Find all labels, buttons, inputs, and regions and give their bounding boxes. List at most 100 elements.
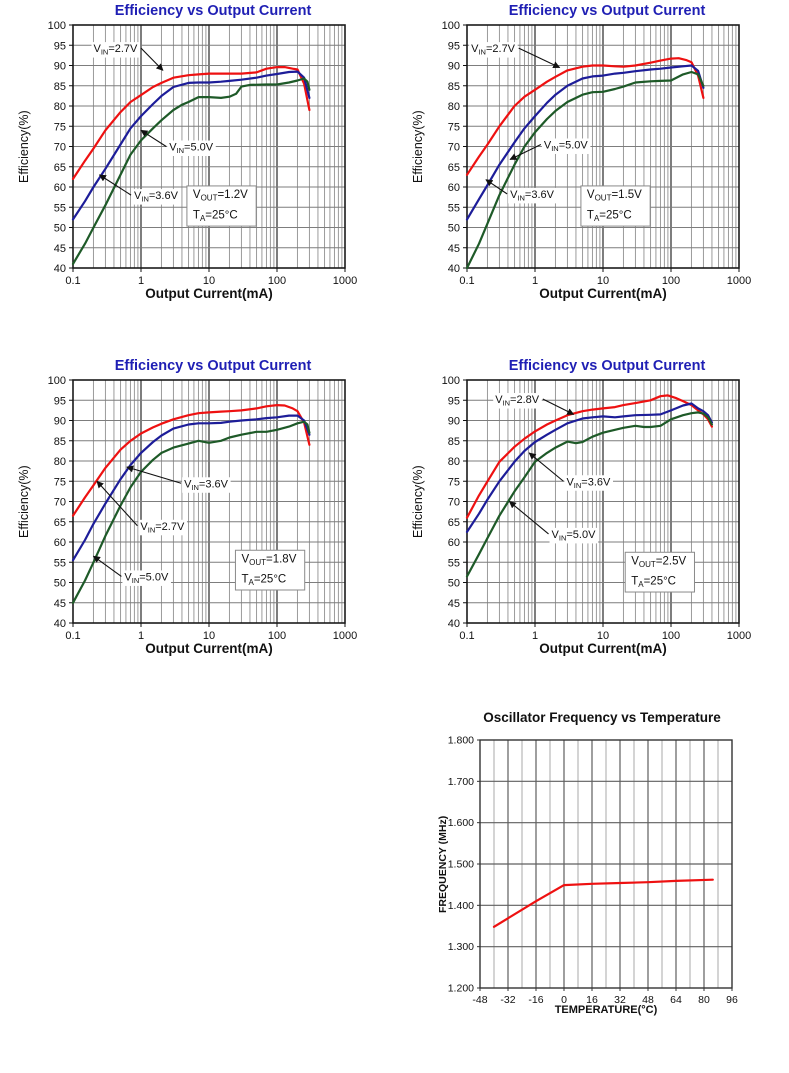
annotation-bg (234, 549, 306, 591)
efficiency-chart-vout-1v5: 40 45 50 55 60 65 70 75 80 85 90 95 100 0.1 1 10 100 1000… (402, 2, 789, 337)
x-tick-label: 48 (642, 994, 654, 1006)
curve-vin-3-6v (71, 414, 311, 562)
y-tick-label: 50 (448, 223, 460, 235)
y-tick-label: 100 (442, 375, 460, 387)
axis-ticks: 1.200 1.300 1.400 1.500 1.600 1.700 1.800 -48 -3… (448, 735, 738, 1007)
chart-canvas: 1.200 1.300 1.400 1.500 1.600 1.700 1.800 -48 -3… (448, 735, 738, 1007)
callouts: VIN=2.7V VIN=5.0V VIN=3.6V (91, 42, 216, 205)
curves (71, 65, 311, 265)
callout-leader (485, 179, 508, 195)
y-tick-label: 90 (54, 61, 66, 73)
y-tick-label: 75 (54, 476, 66, 488)
annotation-box: VOUT=1.2V TA=25°C (186, 185, 257, 227)
y-tick-label: 60 (448, 182, 460, 194)
y-tick-label: 100 (48, 20, 66, 32)
callout-text: VIN=3.6V (184, 478, 229, 492)
callout-text: VIN=5.0V (124, 571, 169, 585)
y-tick-label: 80 (54, 101, 66, 113)
callout-leader (96, 480, 138, 527)
y-tick-label: 1.800 (448, 735, 474, 747)
callout-text: VIN=5.0V (169, 142, 214, 156)
gridlines (467, 25, 739, 268)
curve-frequency (492, 878, 714, 928)
x-tick-label: 100 (662, 275, 680, 287)
y-tick-label: 90 (448, 416, 460, 428)
annotation-bg (580, 185, 651, 227)
y-axis-label: Efficiency(%) (411, 110, 425, 183)
y-tick-label: 40 (448, 618, 460, 630)
x-tick-label: 100 (268, 275, 286, 287)
y-tick-label: 100 (48, 375, 66, 387)
y-axis-label: Efficiency(%) (17, 465, 31, 538)
axis-ticks: 40 45 50 55 60 65 70 75 80 85 90 95 100 0.1 1 10 100 1000 (442, 20, 752, 287)
y-tick-label: 80 (54, 456, 66, 468)
callout-text: VIN=2.7V (471, 43, 516, 57)
callout-leader (542, 398, 575, 415)
x-tick-label: 1 (138, 275, 144, 287)
axis-ticks: 40 45 50 55 60 65 70 75 80 85 90 95 100 0.1 1 10 100 1000 (48, 20, 358, 287)
label-bg (132, 189, 181, 205)
x-tick-label: 1 (138, 630, 144, 642)
curve-vin-3-6v (71, 70, 311, 221)
x-tick-label: 10 (597, 630, 609, 642)
curve-vin-5-0v (465, 70, 705, 270)
callout-leader (140, 47, 164, 71)
y-tick-label: 60 (54, 182, 66, 194)
y-tick-label: 55 (54, 202, 66, 214)
y-tick-label: 65 (54, 162, 66, 174)
annotation-box: VOUT=2.5V TA=25°C (624, 551, 695, 593)
label-bg (167, 140, 216, 156)
oscillator-frequency-chart: 1.200 1.300 1.400 1.500 1.600 1.700 1.800 -48 -3… (402, 706, 789, 1041)
x-tick-label: 80 (698, 994, 710, 1006)
chart-title: Efficiency vs Output Current (114, 3, 312, 19)
y-tick-label: 50 (448, 578, 460, 590)
curve-vin-5-0v (71, 77, 311, 265)
callout-text: VIN=2.7V (140, 521, 185, 535)
x-tick-label: 10 (203, 275, 215, 287)
annotation-line-2: TA=25°C (241, 574, 286, 588)
y-tick-label: 1.500 (448, 859, 474, 871)
curve-vin-2-7v (465, 57, 705, 176)
annotation-line-1: VOUT=1.5V (587, 189, 642, 203)
x-axis-label: Output Current(mA) (145, 286, 273, 301)
y-tick-label: 100 (442, 20, 460, 32)
label-bg (91, 42, 141, 58)
y-tick-label: 90 (54, 416, 66, 428)
y-tick-label: 85 (448, 81, 460, 93)
y-tick-label: 1.200 (448, 983, 474, 995)
annotation-bg (624, 551, 695, 593)
y-tick-label: 40 (448, 263, 460, 275)
chart-canvas: 40 45 50 55 60 65 70 75 80 85 90 95 100 0.1 1 10 100 1000… (442, 375, 752, 642)
curve-vin-2-7v (71, 65, 311, 180)
chart-title: Efficiency vs Output Current (508, 358, 706, 374)
y-tick-label: 95 (448, 40, 460, 52)
label-bg (122, 570, 171, 586)
y-tick-label: 40 (54, 263, 66, 275)
callout-leader (518, 47, 561, 69)
y-tick-label: 55 (448, 557, 460, 569)
annotation-line-1: VOUT=2.5V (631, 555, 686, 569)
efficiency-chart-vout-1v2: 40 45 50 55 60 65 70 75 80 85 90 95 100 0.1 1 10 100 1000… (8, 2, 402, 337)
callouts: VIN=3.6V VIN=2.7V VIN=5.0V (92, 465, 231, 586)
y-tick-label: 50 (54, 578, 66, 590)
curve-vin-5-0v (465, 411, 713, 578)
y-tick-label: 70 (54, 497, 66, 509)
y-tick-label: 55 (54, 557, 66, 569)
curves (465, 57, 705, 270)
annotation-line-2: TA=25°C (587, 210, 632, 224)
annotation-line-1: VOUT=1.8V (241, 553, 296, 567)
label-bg (493, 393, 542, 409)
annotation-box: VOUT=1.5V TA=25°C (580, 185, 651, 227)
y-tick-label: 70 (448, 497, 460, 509)
chart-title: Efficiency vs Output Current (508, 3, 706, 19)
chart-title: Efficiency vs Output Current (114, 358, 312, 374)
y-tick-label: 80 (448, 456, 460, 468)
y-tick-label: 50 (54, 223, 66, 235)
annotation-box: VOUT=1.8V TA=25°C (234, 549, 306, 591)
annotation-bg (186, 185, 257, 227)
callout-text: VIN=3.6V (566, 476, 611, 490)
callouts: VIN=2.7V VIN=5.0V VIN=3.6V (469, 42, 591, 204)
x-tick-label: 0.1 (65, 630, 80, 642)
label-bg (564, 475, 614, 491)
